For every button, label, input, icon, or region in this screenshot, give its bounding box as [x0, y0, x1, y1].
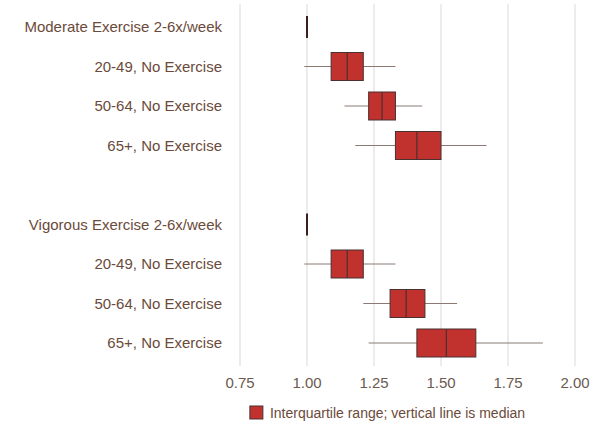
box	[369, 92, 396, 120]
reference-line	[306, 214, 308, 236]
whisker-low	[345, 106, 369, 107]
tick-label: 1.75	[493, 374, 522, 391]
category-label: 65+, No Exercise	[107, 334, 222, 351]
legend-swatch	[250, 406, 263, 419]
category-label: Moderate Exercise 2-6x/week	[24, 18, 222, 35]
tick-label: 1.25	[359, 374, 388, 391]
whisker-high	[363, 66, 395, 67]
grid-line	[374, 4, 375, 366]
median-line	[347, 53, 348, 81]
chart-root: 0.75 1.00 1.25 1.50 1.75 2.00 Moderate Exercis…	[0, 0, 600, 428]
median-line	[416, 132, 417, 160]
grid	[240, 4, 575, 366]
box	[417, 329, 476, 357]
grid-line	[441, 4, 442, 366]
category-label: 50-64, No Exercise	[94, 97, 222, 114]
median-line	[446, 329, 447, 357]
category-label: 50-64, No Exercise	[94, 295, 222, 312]
whisker-high	[476, 343, 543, 344]
whisker-low	[304, 66, 331, 67]
whisker-low	[355, 145, 395, 146]
legend: Interquartile range; vertical line is me…	[250, 405, 525, 421]
category-label: 20-49, No Exercise	[94, 58, 222, 75]
category-label: 65+, No Exercise	[107, 137, 222, 154]
grid-line	[240, 4, 241, 366]
category-label: Vigorous Exercise 2-6x/week	[29, 216, 223, 233]
tick-label: 1.50	[426, 374, 455, 391]
plot-area	[304, 16, 543, 357]
whisker-high	[395, 106, 422, 107]
legend-text: Interquartile range; vertical line is me…	[270, 405, 525, 421]
grid-line	[575, 4, 576, 366]
tick-label: 1.00	[292, 374, 321, 391]
median-line	[347, 250, 348, 278]
median-line	[381, 92, 382, 120]
box	[395, 132, 441, 160]
whisker-low	[369, 343, 417, 344]
reference-line	[306, 16, 308, 38]
whisker-high	[441, 145, 487, 146]
grid-line	[307, 4, 308, 366]
median-line	[406, 290, 407, 318]
whisker-low	[363, 303, 390, 304]
chart: 0.75 1.00 1.25 1.50 1.75 2.00 Moderate Exercis…	[0, 0, 600, 428]
box	[331, 250, 363, 278]
category-label: 20-49, No Exercise	[94, 255, 222, 272]
whisker-high	[425, 303, 457, 304]
whisker-low	[304, 264, 331, 265]
tick-label: 2.00	[560, 374, 589, 391]
tick-label: 0.75	[225, 374, 254, 391]
grid-line	[508, 4, 509, 366]
box	[390, 290, 425, 318]
whisker-high	[363, 264, 395, 265]
box	[331, 53, 363, 81]
